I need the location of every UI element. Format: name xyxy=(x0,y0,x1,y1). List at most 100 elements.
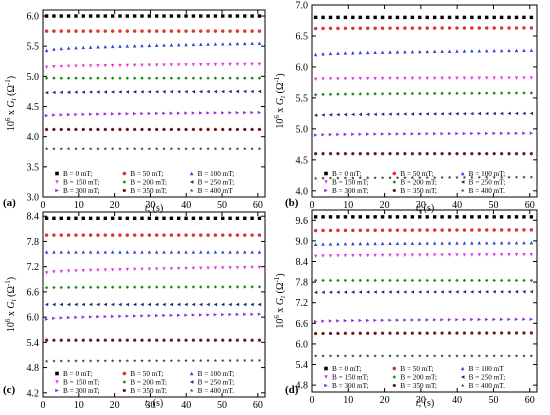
data-point xyxy=(162,63,166,67)
data-point xyxy=(140,285,144,289)
data-point xyxy=(313,290,318,295)
data-point xyxy=(507,228,511,232)
data-point xyxy=(110,250,115,254)
data-point xyxy=(447,76,452,81)
y-tick-label: 7.2 xyxy=(296,298,309,309)
data-point xyxy=(96,146,100,151)
data-point xyxy=(403,112,407,116)
data-point xyxy=(132,127,137,131)
data-point xyxy=(66,233,71,237)
data-point xyxy=(177,76,181,80)
data-point xyxy=(470,152,474,156)
data-point xyxy=(66,112,71,117)
legend: B = 0 mT; B = 50 mT; B = 100 mT; B = 150 mT… xyxy=(55,170,234,195)
y-tick-label: 6.0 xyxy=(296,62,309,73)
data-point xyxy=(425,132,429,136)
data-point xyxy=(358,290,362,294)
data-point xyxy=(206,313,210,317)
data-point xyxy=(184,89,188,94)
data-point xyxy=(418,278,422,283)
data-point xyxy=(59,359,63,363)
data-point xyxy=(522,91,526,95)
data-point xyxy=(514,290,519,294)
data-point xyxy=(154,90,159,94)
data-point xyxy=(169,233,174,237)
legend-marker xyxy=(460,366,465,371)
legend: B = 0 mT; B = 50 mT; B = 100 mT B = 150 mT;… xyxy=(324,365,505,390)
data-point xyxy=(103,338,108,342)
data-point xyxy=(477,15,481,20)
data-point xyxy=(177,111,181,115)
data-point xyxy=(522,354,526,358)
data-point xyxy=(44,338,49,342)
data-point xyxy=(328,290,333,294)
data-point xyxy=(388,331,392,335)
data-point xyxy=(522,290,526,294)
data-point xyxy=(250,146,254,151)
data-point xyxy=(462,15,467,20)
data-point xyxy=(125,14,130,18)
data-point xyxy=(447,112,452,116)
data-point xyxy=(343,215,348,219)
data-point xyxy=(418,354,422,358)
data-point xyxy=(321,319,325,323)
data-point xyxy=(184,76,188,80)
data-point xyxy=(410,26,415,30)
data-point xyxy=(343,15,348,20)
data-point xyxy=(96,29,100,33)
data-point xyxy=(313,15,318,20)
data-point xyxy=(328,242,333,246)
data-point xyxy=(118,14,122,18)
data-point xyxy=(118,216,122,221)
data-point xyxy=(132,358,137,363)
data-point xyxy=(343,242,348,246)
legend-marker xyxy=(324,171,328,176)
data-point xyxy=(221,312,225,317)
data-point xyxy=(125,233,130,237)
x-tick-label: 0 xyxy=(41,200,46,211)
data-point xyxy=(351,228,355,233)
data-point xyxy=(328,51,333,56)
data-point xyxy=(507,175,511,179)
data-point xyxy=(507,131,511,136)
data-point xyxy=(206,285,210,289)
data-point xyxy=(373,50,377,54)
data-point xyxy=(66,285,71,290)
data-point xyxy=(228,312,232,317)
data-point xyxy=(380,26,385,30)
data-point xyxy=(110,76,115,80)
data-point xyxy=(88,233,93,237)
y-tick-label: 4.5 xyxy=(27,102,40,113)
data-point xyxy=(103,44,108,49)
data-point xyxy=(470,354,474,358)
data-point xyxy=(455,112,459,116)
data-point xyxy=(380,241,385,246)
panel-label: (a) xyxy=(3,197,16,209)
data-point xyxy=(52,216,56,221)
legend-entry: B = 50 mT; xyxy=(130,170,163,178)
data-point xyxy=(455,278,459,283)
data-point xyxy=(162,76,166,80)
data-point xyxy=(44,271,49,275)
data-point xyxy=(235,62,240,67)
data-point xyxy=(395,91,400,96)
data-point xyxy=(213,146,218,151)
data-point xyxy=(403,152,407,156)
data-point xyxy=(132,314,137,318)
x-tick-label: 30 xyxy=(145,200,155,211)
data-point xyxy=(81,250,85,254)
data-point xyxy=(213,285,218,289)
data-point xyxy=(470,15,474,20)
data-point xyxy=(388,241,392,246)
y-tick-label: 4.2 xyxy=(27,388,40,399)
data-point xyxy=(373,278,377,283)
data-point xyxy=(522,26,526,30)
data-point xyxy=(228,338,232,342)
data-point xyxy=(235,358,240,362)
data-point xyxy=(140,29,144,33)
data-point xyxy=(343,51,348,55)
x-tick-label: 0 xyxy=(41,400,46,410)
data-point xyxy=(96,90,100,94)
data-point xyxy=(162,14,166,18)
data-point xyxy=(380,318,385,322)
